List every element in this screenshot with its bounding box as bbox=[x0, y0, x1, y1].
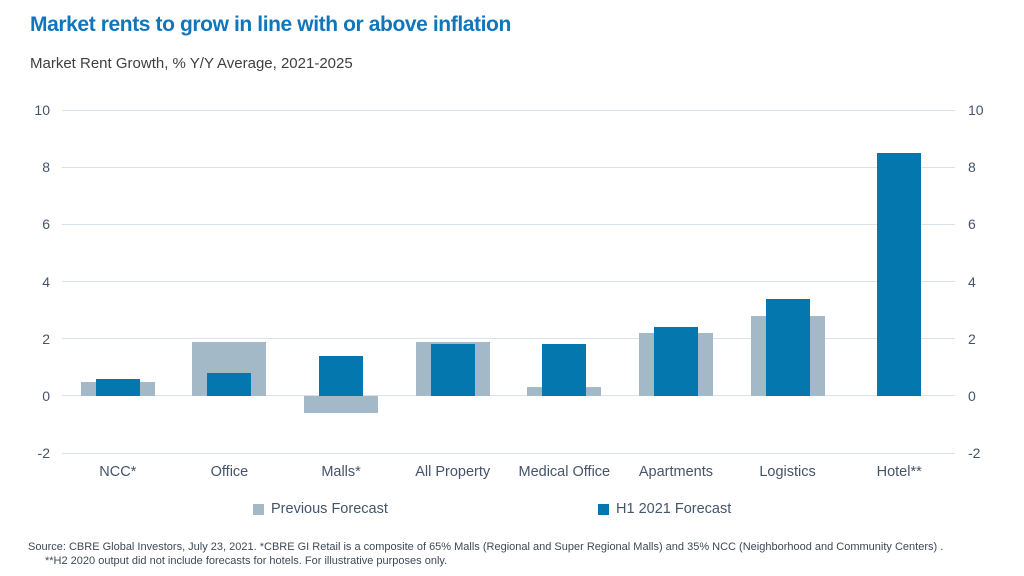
source-note-line2: **H2 2020 output did not include forecas… bbox=[45, 555, 448, 567]
bar-group bbox=[509, 110, 621, 453]
gridline bbox=[62, 109, 955, 111]
x-axis-label: Logistics bbox=[759, 464, 816, 480]
bar-groups bbox=[62, 110, 955, 453]
legend-item-previous-forecast: Previous Forecast bbox=[253, 501, 388, 517]
plot-area bbox=[62, 109, 955, 454]
x-axis-label: All Property bbox=[415, 464, 491, 480]
x-axis-label: Medical Office bbox=[518, 464, 611, 480]
bar-group bbox=[285, 110, 397, 453]
bar-group bbox=[174, 110, 286, 453]
y-axis-tick-label-left: 0 bbox=[42, 387, 50, 404]
legend-label-previous-forecast: Previous Forecast bbox=[271, 501, 388, 517]
y-axis-tick-label-left: 10 bbox=[34, 102, 50, 118]
gridline bbox=[62, 452, 955, 454]
chart-subtitle: Market Rent Growth, % Y/Y Average, 2021-… bbox=[30, 55, 353, 72]
bar-h1-2021-forecast bbox=[877, 152, 922, 396]
y-axis-tick-label-left: 8 bbox=[42, 159, 50, 176]
bar-group bbox=[732, 110, 844, 453]
source-note: Source: CBRE Global Investors, July 23, … bbox=[28, 540, 988, 568]
y-axis-tick-label-left: 6 bbox=[42, 216, 50, 233]
bar-h1-2021-forecast bbox=[95, 378, 140, 396]
bar-h1-2021-forecast bbox=[653, 327, 698, 396]
bar-group bbox=[620, 110, 732, 453]
y-axis-tick-label-right: 6 bbox=[968, 216, 976, 233]
bar-h1-2021-forecast bbox=[319, 355, 364, 396]
gridline bbox=[62, 223, 955, 225]
bar-h1-2021-forecast bbox=[207, 372, 252, 396]
gridline bbox=[62, 166, 955, 168]
y-axis-tick-label-right: 0 bbox=[968, 387, 976, 404]
gridline bbox=[62, 338, 955, 340]
source-note-line1: Source: CBRE Global Investors, July 23, … bbox=[28, 541, 944, 553]
bar-h1-2021-forecast bbox=[765, 298, 810, 396]
legend-swatch-previous-forecast bbox=[253, 503, 264, 515]
y-axis-tick-label-left: -2 bbox=[37, 445, 50, 461]
y-axis-tick-label-right: 8 bbox=[968, 159, 976, 176]
bar-h1-2021-forecast bbox=[542, 344, 587, 396]
x-axis-label: Malls* bbox=[321, 464, 361, 480]
bar-previous-forecast bbox=[304, 395, 379, 413]
x-axis-labels: NCC* Office Malls* All Property Medical Offi… bbox=[62, 464, 955, 480]
y-axis-tick-label-right: 4 bbox=[968, 273, 976, 290]
y-axis-tick-label-right: -2 bbox=[968, 445, 981, 461]
legend-swatch-h1-2021-forecast bbox=[598, 503, 609, 515]
gridline bbox=[62, 395, 955, 397]
y-axis-tick-label-left: 4 bbox=[42, 273, 50, 290]
x-axis-label: Apartments bbox=[638, 464, 714, 480]
y-axis-tick-label-left: 2 bbox=[42, 330, 50, 347]
chart-title: Market rents to grow in line with or abo… bbox=[30, 13, 511, 36]
x-axis-label: Office bbox=[210, 464, 249, 480]
bar-group bbox=[397, 110, 509, 453]
y-axis-tick-label-right: 2 bbox=[968, 330, 976, 347]
y-axis-tick-label-right: 10 bbox=[968, 102, 984, 118]
x-axis-label: NCC* bbox=[99, 464, 137, 480]
gridline bbox=[62, 281, 955, 282]
x-axis-label: Hotel** bbox=[876, 464, 922, 480]
legend-label-h1-2021-forecast: H1 2021 Forecast bbox=[616, 501, 732, 517]
legend-item-h1-2021-forecast: H1 2021 Forecast bbox=[598, 501, 731, 517]
bar-group bbox=[843, 110, 955, 453]
bar-group bbox=[62, 110, 174, 453]
bar-h1-2021-forecast bbox=[430, 344, 475, 396]
